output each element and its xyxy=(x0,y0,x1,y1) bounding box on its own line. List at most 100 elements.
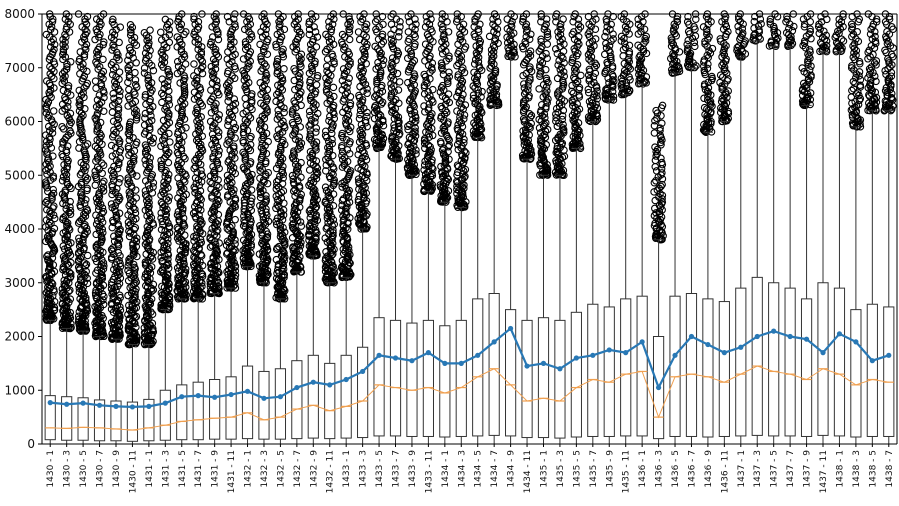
outlier-point xyxy=(109,130,118,139)
outlier-point xyxy=(64,156,72,165)
outlier-group xyxy=(255,10,273,287)
outlier-point xyxy=(177,45,186,54)
outlier-point xyxy=(243,64,251,73)
outlier-point xyxy=(158,56,167,64)
outlier-point xyxy=(107,299,116,308)
outlier-point xyxy=(180,86,189,94)
outlier-point xyxy=(95,189,104,197)
outlier-point xyxy=(132,138,141,146)
outlier-point xyxy=(273,214,282,222)
outlier-point xyxy=(176,117,184,126)
outlier-point xyxy=(125,85,133,94)
outlier-point xyxy=(181,60,190,68)
outlier-point xyxy=(214,176,222,184)
outlier-point xyxy=(290,147,298,155)
outlier-point xyxy=(95,202,103,210)
outlier-point xyxy=(279,187,288,195)
outlier-point xyxy=(95,100,104,109)
outlier-point xyxy=(157,198,166,207)
outlier-point xyxy=(143,231,152,240)
outlier-point xyxy=(197,99,205,108)
outlier-point xyxy=(62,205,70,213)
outlier-group xyxy=(222,10,240,292)
outlier-point xyxy=(191,156,199,165)
outlier-point xyxy=(215,183,223,191)
outlier-group xyxy=(58,10,75,333)
outlier-point xyxy=(181,290,189,299)
outlier-point xyxy=(132,186,140,194)
outlier-point xyxy=(194,35,203,44)
outlier-point xyxy=(111,143,120,152)
outlier-group xyxy=(74,10,92,335)
outlier-point xyxy=(209,162,217,171)
outlier-point xyxy=(79,164,88,173)
outlier-point xyxy=(62,133,70,142)
outlier-point xyxy=(213,181,221,190)
outlier-point xyxy=(42,77,51,85)
outlier-point xyxy=(619,52,627,60)
outlier-group xyxy=(239,10,256,271)
outlier-point xyxy=(63,89,72,97)
outlier-point xyxy=(66,197,74,206)
outlier-point xyxy=(256,161,265,169)
outlier-point xyxy=(213,200,222,209)
outlier-point xyxy=(131,290,139,299)
outlier-point xyxy=(197,55,205,63)
outlier-point xyxy=(79,88,87,97)
outlier-point xyxy=(572,79,580,88)
outlier-point xyxy=(129,54,137,62)
outlier-point xyxy=(81,208,90,217)
outlier-point xyxy=(246,114,255,122)
outlier-point xyxy=(99,74,107,83)
outlier-point xyxy=(109,15,117,24)
outlier-point xyxy=(133,111,141,120)
outlier-point xyxy=(196,152,204,161)
outlier-point xyxy=(241,152,250,160)
outlier-point xyxy=(178,209,187,218)
outlier-point xyxy=(255,262,264,271)
outlier-point xyxy=(148,287,156,295)
outlier-point xyxy=(124,266,132,275)
outlier-point xyxy=(227,35,235,44)
outlier-point xyxy=(255,271,264,280)
outlier-point xyxy=(239,55,248,63)
outlier-point xyxy=(63,60,71,68)
outlier-point xyxy=(99,86,108,95)
outlier-point xyxy=(165,87,173,95)
outlier-point xyxy=(272,274,281,283)
outlier-point xyxy=(213,126,221,134)
outlier-point xyxy=(161,15,170,24)
outlier-point xyxy=(213,88,222,97)
outlier-point xyxy=(157,36,166,44)
outlier-point xyxy=(211,65,220,73)
outlier-point xyxy=(115,209,124,218)
outlier-point xyxy=(160,232,168,240)
outlier-point xyxy=(59,125,68,133)
outlier-point xyxy=(164,112,173,120)
outlier-point xyxy=(293,239,302,248)
outlier-point xyxy=(256,40,264,49)
outlier-group xyxy=(124,20,141,349)
outlier-group xyxy=(420,10,437,196)
outlier-point xyxy=(197,238,206,247)
outlier-point xyxy=(208,79,217,87)
outlier-point xyxy=(295,241,303,249)
outlier-point xyxy=(245,28,253,36)
outlier-point xyxy=(79,232,88,241)
outlier-point xyxy=(559,15,567,23)
outlier-point xyxy=(66,203,74,211)
outlier-point xyxy=(292,169,300,178)
outlier-point xyxy=(157,127,165,136)
outlier-point xyxy=(114,106,123,114)
outlier-point xyxy=(288,223,297,232)
outlier-point xyxy=(50,214,59,223)
outlier-point xyxy=(125,232,134,241)
outlier-point xyxy=(159,125,167,133)
outlier-point xyxy=(651,204,659,213)
outlier-point xyxy=(224,67,232,75)
outlier-point xyxy=(273,195,282,204)
outlier-point xyxy=(125,255,133,264)
outlier-point xyxy=(354,28,363,36)
outlier-point xyxy=(58,289,67,298)
outlier-point xyxy=(197,113,205,121)
